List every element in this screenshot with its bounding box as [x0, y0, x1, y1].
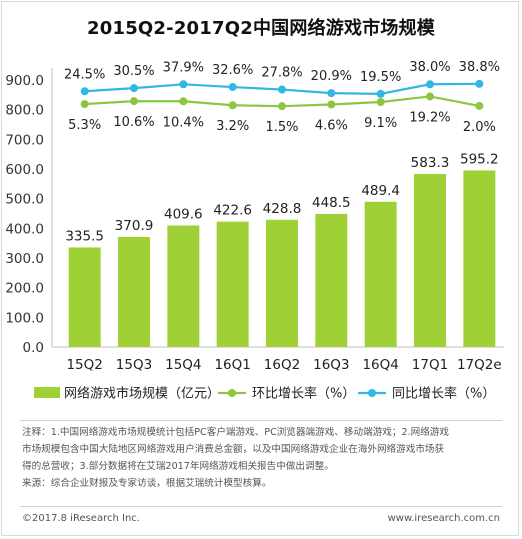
y-tick-label: 800.0: [5, 103, 44, 119]
qoq-point: [179, 97, 188, 106]
bar-value-label: 583.3: [411, 155, 450, 171]
y-tick-label: 100.0: [5, 310, 44, 326]
qoq-label: 19.2%: [409, 110, 450, 125]
legend-label-bar: 网络游戏市场规模（亿元）: [64, 386, 220, 402]
y-tick-label: 900.0: [5, 73, 44, 89]
bar: [167, 225, 200, 347]
website-url: www.iresearch.com.cn: [387, 513, 500, 524]
qoq-point: [130, 97, 138, 106]
note-line-3: 得的总营收；3.部分数据将在艾瑞2017年网络游戏相关报告中做出调整。: [22, 461, 334, 472]
legend-swatch-bar: [34, 387, 60, 398]
x-tick-label: 15Q3: [116, 357, 152, 373]
yoy-point: [278, 85, 286, 94]
bar-value-label: 370.9: [115, 218, 154, 234]
note-line-1: 注释：1.中国网络游戏市场规模统计包括PC客户端游戏、PC浏览器端游戏、移动端游…: [22, 427, 450, 438]
source-line: 来源：综合企业财报及专家访谈，根据艾瑞统计模型核算。: [22, 478, 272, 489]
x-tick-label: 16Q1: [214, 357, 250, 373]
x-tick-label: 15Q2: [66, 357, 102, 373]
legend-swatch-yoy-marker: [368, 389, 376, 397]
y-tick-label: 700.0: [5, 132, 44, 148]
divider-bottom: [20, 506, 502, 507]
yoy-label: 27.8%: [261, 66, 302, 81]
yoy-label: 37.9%: [163, 60, 204, 75]
bar: [266, 219, 298, 347]
bar-value-label: 335.5: [65, 228, 104, 244]
bar-value-label: 489.4: [361, 183, 400, 199]
x-tick-label: 16Q3: [313, 357, 349, 373]
legend-label-qoq: 环比增长率（%）: [252, 386, 355, 402]
yoy-label: 38.0%: [409, 60, 450, 75]
copyright-text: ©2017.8 iResearch Inc.: [22, 513, 140, 524]
qoq-point: [475, 101, 484, 110]
chart-svg: 0.0 100.0 200.0 300.0 400.0 500.0 600.0 700.0 80…: [5, 60, 504, 402]
yoy-point: [426, 80, 434, 89]
bar-value-label: 409.6: [164, 206, 203, 222]
legend-label-yoy: 同比增长率（%）: [392, 386, 495, 402]
qoq-label: 2.0%: [463, 120, 496, 135]
qoq-label: 4.6%: [315, 118, 348, 133]
qoq-label: 10.6%: [113, 115, 154, 130]
yoy-point: [228, 83, 237, 92]
qoq-point: [80, 100, 89, 109]
x-tick-label: 15Q4: [165, 357, 201, 373]
x-tick-label: 16Q4: [362, 357, 398, 373]
bar: [414, 173, 446, 347]
qoq-point: [376, 97, 385, 106]
bar: [68, 247, 101, 347]
yoy-label: 24.5%: [64, 67, 105, 82]
legend-swatch-qoq-marker: [228, 389, 236, 397]
y-tick-label: 300.0: [5, 251, 44, 267]
notes-block: 注释：1.中国网络游戏市场规模统计包括PC客户端游戏、PC浏览器端游戏、移动端游…: [22, 424, 504, 492]
x-tick-label: 17Q2e: [457, 357, 502, 373]
yoy-label: 19.5%: [360, 70, 401, 85]
bar-value-label: 422.6: [213, 203, 252, 219]
yoy-label: 38.8%: [459, 60, 500, 75]
qoq-point: [278, 102, 286, 111]
x-tick-label: 17Q1: [412, 357, 448, 373]
qoq-label: 5.3%: [68, 118, 101, 133]
qoq-point: [327, 100, 336, 109]
qoq-label: 1.5%: [265, 120, 298, 135]
qoq-label: 3.2%: [216, 119, 249, 134]
divider-top: [20, 420, 502, 421]
yoy-point: [475, 79, 484, 88]
yoy-point: [130, 84, 138, 93]
bar-value-label: 428.8: [263, 201, 302, 217]
qoq-label: 9.1%: [364, 116, 397, 131]
bar: [364, 201, 397, 347]
y-tick-label: 600.0: [5, 162, 44, 178]
yoy-point: [376, 89, 385, 98]
yoy-point: [80, 87, 89, 96]
bar-value-label: 595.2: [460, 151, 499, 167]
note-line-2: 市场规模包含中国大陆地区网络游戏用户消费总金额，以及中国网络游戏企业在海外网络游…: [22, 444, 445, 455]
yoy-label: 30.5%: [113, 64, 154, 79]
yoy-point: [179, 80, 188, 89]
y-tick-label: 200.0: [5, 281, 44, 297]
qoq-point: [426, 92, 434, 101]
y-tick-label: 500.0: [5, 192, 44, 208]
chart-title: 2015Q2-2017Q2中国网络游戏市场规模: [87, 18, 435, 39]
qoq-point: [228, 101, 237, 110]
yoy-label: 32.6%: [212, 63, 253, 78]
yoy-label: 20.9%: [311, 69, 352, 84]
bar: [315, 213, 348, 347]
y-tick-label: 0.0: [23, 340, 44, 356]
bar-value-label: 448.5: [312, 195, 351, 211]
x-tick-label: 16Q2: [264, 357, 300, 373]
bar: [118, 236, 150, 347]
y-tick-label: 400.0: [5, 221, 44, 237]
qoq-label: 10.4%: [163, 115, 204, 130]
bar: [216, 221, 249, 347]
yoy-point: [327, 89, 336, 98]
bar: [463, 170, 496, 347]
